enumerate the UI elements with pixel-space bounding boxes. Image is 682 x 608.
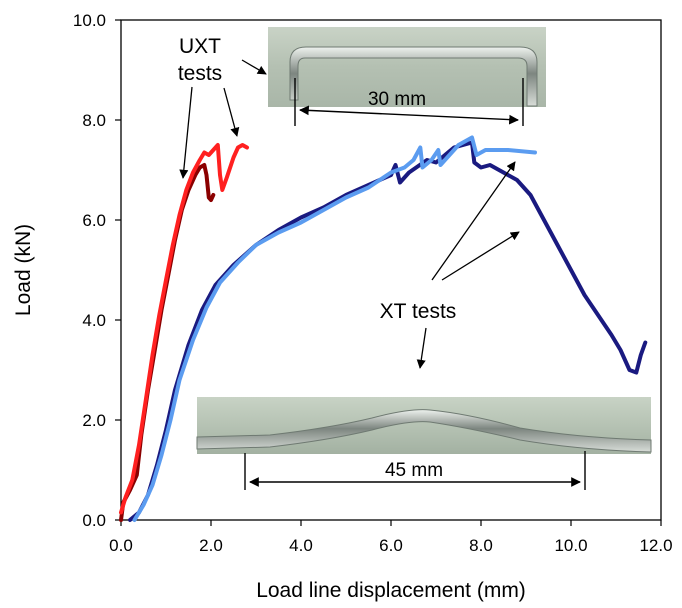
series-layer (119, 135, 648, 522)
annotation-uxt: UXT (179, 35, 221, 58)
y-tick-label: 4.0 (82, 311, 106, 330)
arrow-xt-to-light-blue (431, 161, 516, 281)
y-tick-labels: 0.0 2.0 4.0 6.0 8.0 10.0 (73, 11, 106, 530)
x-tick-label: 0.0 (109, 536, 133, 555)
arrow-xt-down (416, 327, 427, 369)
arrow-xt-to-dark-blue (441, 231, 520, 281)
arrow-uxt-to-photo (241, 59, 267, 75)
x-tick-label: 12.0 (639, 536, 672, 555)
x-ticks (120, 520, 662, 526)
specimen-photo-top (268, 27, 546, 107)
dimension-bottom (244, 451, 586, 490)
y-tick-label: 8.0 (82, 111, 106, 130)
dimension-top (294, 78, 524, 126)
x-tick-labels: 0.0 2.0 4.0 6.0 8.0 10.0 12.0 (109, 536, 672, 555)
dimension-bottom-label: 45 mm (385, 460, 443, 481)
x-tick-label: 2.0 (199, 536, 223, 555)
arrow-uxt-to-red (223, 87, 240, 137)
y-axis-title: Load (kN) (12, 224, 35, 316)
y-tick-label: 6.0 (82, 211, 106, 230)
x-tick-label: 4.0 (289, 536, 313, 555)
y-tick-label: 0.0 (82, 511, 106, 530)
y-tick-label: 2.0 (82, 411, 106, 430)
arrow-uxt-to-dark-red (179, 86, 193, 179)
dimension-top-label: 30 mm (368, 89, 426, 110)
specimen-photo-bottom (196, 397, 652, 454)
x-tick-label: 8.0 (469, 536, 493, 555)
series-line-2 (119, 143, 249, 515)
annotation-xt-tests: XT tests (380, 300, 457, 323)
annotation-uxt-tests: tests (178, 62, 222, 85)
series-line-3 (128, 140, 648, 522)
y-tick-label: 10.0 (73, 11, 106, 30)
x-axis-title: Load line displacement (mm) (256, 579, 526, 602)
x-tick-label: 6.0 (379, 536, 403, 555)
x-tick-label: 10.0 (554, 536, 587, 555)
series-line-4 (132, 135, 537, 522)
annotation-arrows (179, 59, 520, 369)
y-ticks (115, 19, 121, 521)
